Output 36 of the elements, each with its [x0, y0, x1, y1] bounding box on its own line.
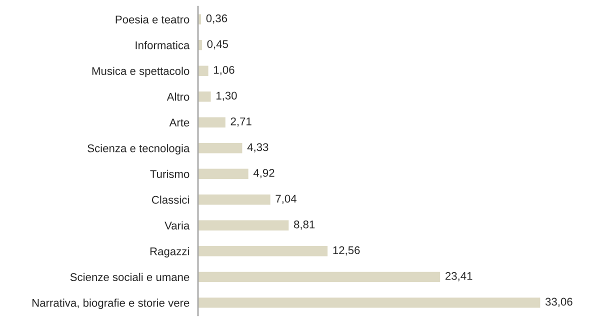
data-label: 0,36 — [206, 14, 228, 24]
data-label: 2,71 — [230, 117, 252, 127]
bar — [198, 64, 210, 78]
data-label: 4,92 — [253, 168, 274, 178]
data-label: 0,45 — [207, 40, 228, 50]
y-tick-label: Poesia e teatro — [116, 15, 190, 24]
bar — [198, 90, 212, 104]
bar — [198, 12, 202, 26]
y-tick-label: Ragazzi — [150, 247, 189, 258]
data-label: 23,41 — [446, 272, 472, 282]
bar — [198, 270, 442, 284]
y-tick-label: Classici — [152, 196, 189, 204]
bar — [198, 218, 290, 232]
bar — [198, 296, 542, 310]
y-tick-label: Scienza e tecnologia — [88, 144, 190, 154]
bar — [198, 167, 250, 180]
bar — [198, 244, 329, 258]
data-label: 12,56 — [333, 246, 360, 256]
y-tick-label: Musica e spettacolo — [92, 66, 190, 78]
y-tick-label: Narrativa, biografie e storie vere — [32, 298, 190, 310]
data-label: 7,04 — [276, 194, 296, 204]
bar — [198, 38, 204, 52]
y-tick-label: Arte — [169, 118, 190, 126]
y-tick-label: Turismo — [150, 170, 190, 178]
y-tick-label: Altro — [166, 92, 190, 101]
bar — [198, 116, 227, 129]
y-tick-label: Scienze sociali e umane — [70, 272, 190, 282]
data-label: 33,06 — [545, 298, 572, 307]
data-label: 8,81 — [294, 220, 315, 230]
data-label: 1,06 — [214, 66, 234, 76]
bar — [198, 142, 244, 155]
y-tick-label: Informatica — [136, 41, 190, 50]
bar — [198, 193, 272, 206]
data-label: 1,30 — [216, 92, 237, 101]
data-label: 4,33 — [247, 143, 268, 152]
y-tick-label: Varia — [164, 221, 190, 230]
